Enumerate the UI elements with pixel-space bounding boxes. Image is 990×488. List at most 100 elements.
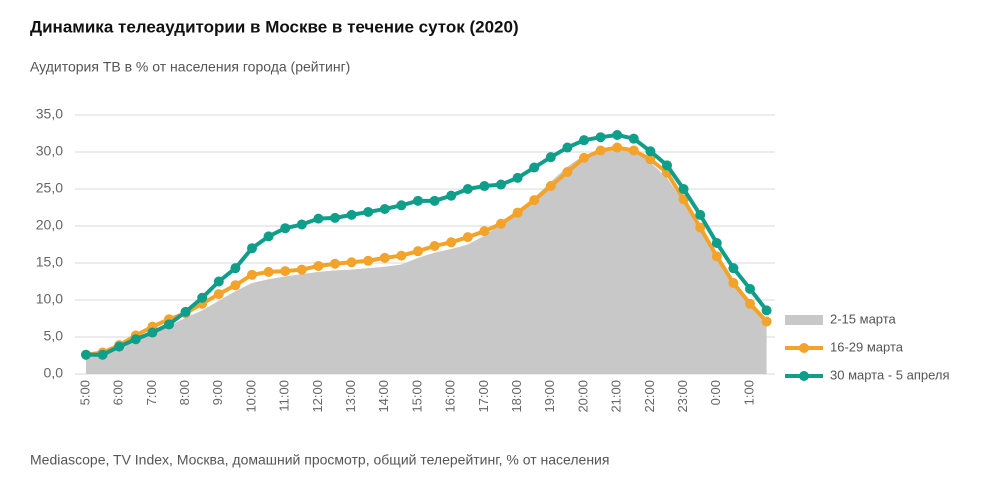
point (230, 280, 241, 291)
point (263, 231, 274, 242)
point (346, 257, 357, 268)
point (396, 250, 407, 261)
point (413, 195, 423, 206)
point (247, 243, 257, 254)
point (595, 132, 606, 143)
point (213, 276, 224, 287)
x-tick-label: 7:00 (144, 380, 159, 405)
point (396, 200, 407, 211)
point (645, 146, 656, 157)
point (512, 172, 523, 183)
point (313, 213, 324, 224)
point (479, 181, 490, 192)
point (529, 195, 540, 206)
point (562, 142, 573, 153)
point (280, 266, 291, 277)
y-tick-label: 25,0 (36, 180, 63, 196)
point (579, 135, 589, 146)
legend-swatch (785, 315, 823, 325)
point (197, 292, 208, 303)
point (678, 184, 689, 194)
point (662, 160, 672, 171)
chart-title: Динамика телеаудитории в Москве в течени… (30, 17, 519, 36)
x-tick-label: 22:00 (642, 380, 657, 413)
point (678, 194, 689, 205)
point (446, 237, 457, 248)
x-tick-label: 10:00 (243, 380, 258, 413)
point (462, 232, 473, 243)
x-tick-label: 17:00 (476, 380, 491, 413)
y-tick-label: 10,0 (36, 291, 63, 307)
area (86, 146, 767, 374)
point (213, 289, 224, 300)
x-tick-label: 12:00 (310, 380, 325, 413)
x-tick-label: 13:00 (343, 380, 358, 413)
point (512, 207, 523, 218)
y-tick-label: 30,0 (36, 143, 63, 159)
point (711, 251, 722, 262)
point (379, 252, 390, 263)
y-tick-label: 15,0 (36, 254, 63, 270)
point (363, 255, 374, 266)
x-tick-label: 6:00 (111, 380, 126, 405)
x-tick-label: 5:00 (77, 380, 92, 405)
point (379, 203, 390, 214)
x-tick-label: 14:00 (376, 380, 391, 413)
point (761, 316, 772, 327)
point (330, 258, 340, 269)
point (97, 349, 108, 360)
point (579, 152, 589, 163)
point (429, 240, 440, 251)
point (280, 223, 291, 234)
point (496, 218, 506, 229)
point (612, 129, 623, 140)
legend-label: 16-29 марта (830, 339, 904, 354)
point (645, 154, 656, 165)
point (562, 166, 573, 177)
point (346, 209, 357, 220)
point (247, 269, 257, 280)
point (313, 260, 324, 271)
point (728, 263, 739, 274)
point (462, 184, 473, 194)
point (263, 266, 274, 277)
x-tick-label: 23:00 (675, 380, 690, 413)
point (479, 226, 490, 237)
legend-swatch (799, 343, 809, 353)
point (446, 190, 457, 201)
point (695, 209, 706, 220)
point (429, 195, 440, 206)
point (745, 298, 755, 309)
point (711, 238, 722, 249)
x-tick-label: 19:00 (542, 380, 557, 413)
point (296, 264, 307, 275)
point (180, 306, 191, 317)
point (745, 283, 755, 294)
point (330, 212, 340, 223)
point (81, 349, 91, 360)
point (761, 305, 772, 316)
x-tick-label: 9:00 (210, 380, 225, 405)
point (296, 219, 307, 230)
point (130, 334, 141, 345)
x-tick-label: 20:00 (575, 380, 590, 413)
y-tick-label: 5,0 (44, 328, 64, 344)
point (413, 246, 423, 257)
x-tick-label: 21:00 (609, 380, 624, 413)
point (114, 341, 125, 352)
x-tick-label: 15:00 (409, 380, 424, 413)
point (628, 145, 639, 156)
point (595, 145, 606, 156)
x-tick-label: 0:00 (708, 380, 723, 405)
point (545, 181, 556, 192)
point (363, 206, 374, 217)
point (164, 319, 174, 330)
y-tick-label: 20,0 (36, 217, 63, 233)
y-tick-label: 35,0 (36, 106, 63, 122)
legend-swatch (799, 371, 809, 381)
source-note: Mediascope, TV Index, Москва, домашний п… (30, 452, 609, 468)
x-tick-label: 8:00 (177, 380, 192, 405)
x-tick-label: 11:00 (277, 380, 292, 412)
